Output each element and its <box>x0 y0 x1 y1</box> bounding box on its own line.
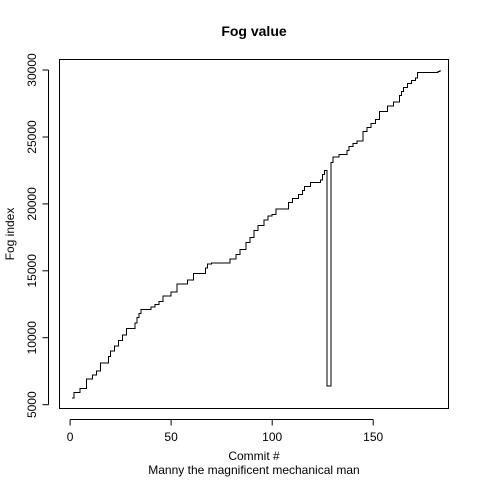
fog-index-series-line <box>72 70 441 399</box>
y-tick-label: 30000 <box>25 53 39 87</box>
y-tick-label: 15000 <box>25 254 39 288</box>
y-tick-label: 25000 <box>25 120 39 154</box>
y-axis-label: Fog index <box>3 208 17 261</box>
y-tick-label: 20000 <box>25 187 39 221</box>
x-tick-label: 150 <box>363 430 383 444</box>
plot-frame <box>59 59 449 409</box>
x-tick-label: 0 <box>67 430 74 444</box>
x-axis-label: Commit # <box>228 449 280 463</box>
chart-subtitle: Manny the magnificent mechanical man <box>148 463 359 477</box>
y-tick-label: 5000 <box>25 391 39 418</box>
x-tick-label: 100 <box>262 430 282 444</box>
chart-title: Fog value <box>221 23 287 39</box>
y-axis: 5000 10000 15000 20000 25000 30000 <box>25 53 49 418</box>
x-axis: 0 50 100 150 <box>67 419 384 444</box>
x-tick-label: 50 <box>164 430 178 444</box>
y-tick-label: 10000 <box>25 321 39 355</box>
